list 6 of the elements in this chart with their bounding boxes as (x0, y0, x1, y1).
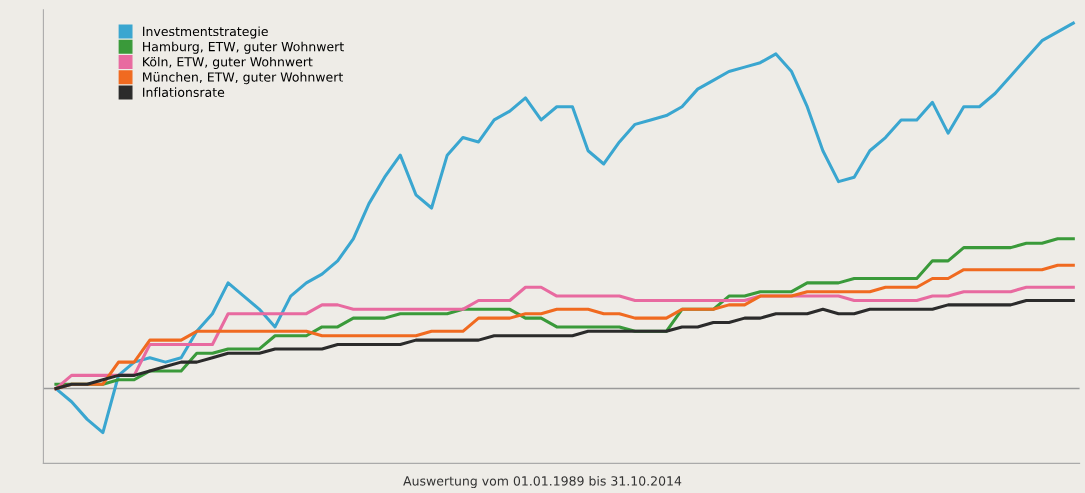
legend-label: Inflationsrate (143, 87, 225, 97)
legend-label: Hamburg, ETW, guter Wohnwert (143, 41, 344, 54)
legend-label: München, ETW, guter Wohnwert (143, 72, 343, 85)
legend-label: Investmentstrategie (143, 26, 268, 39)
text: Auswertung vom 01.01.1989 bis 31.10.2014 (403, 475, 682, 489)
legend-label: Köln, ETW, guter Wohnwert (143, 56, 313, 69)
